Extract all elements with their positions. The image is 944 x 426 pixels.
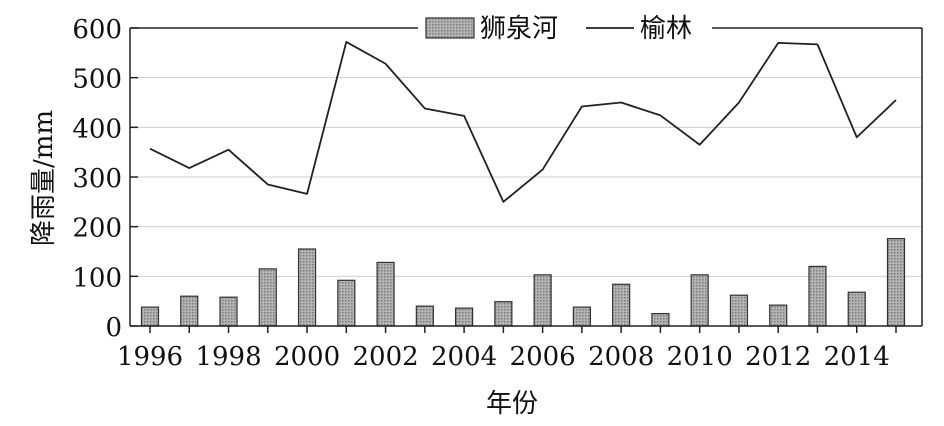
y-tick-label: 500 [72,65,122,95]
bar-series [140,237,906,327]
bar-shiquanhe [140,306,160,327]
y-axis-label: 降雨量/mm [29,110,59,246]
bar-shiquanhe [651,312,670,327]
bar-shiquanhe [847,291,866,327]
x-tick-label: 1998 [195,342,261,372]
line-yulin [149,41,897,203]
x-tick-label: 1996 [117,342,183,372]
bar-shiquanhe [494,301,513,327]
x-tick-label: 2006 [510,342,576,372]
legend-label-shiquanhe: 狮泉河 [480,14,558,44]
bar-shiquanhe [808,265,827,327]
axes: 0 100 200 300 400 500 600 1996 1998 2000 2002 2004 2… [72,15,923,372]
bar-shiquanhe [769,304,788,327]
y-tick-label: 400 [72,114,122,144]
bar-shiquanhe [297,248,317,327]
bar-shiquanhe [690,274,709,327]
x-tick-label: 2000 [274,342,340,372]
x-axis-label: 年份 [486,389,538,419]
y-tick-label: 0 [105,313,122,343]
x-tick-label: 2010 [667,342,733,372]
grid-lines [130,77,922,277]
x-tick-label: 2002 [352,342,418,372]
bar-shiquanhe [337,279,356,327]
y-tick-label: 200 [72,214,122,244]
y-tick-label: 100 [72,263,122,293]
legend-swatch-shiquanhe [425,17,475,39]
x-tick-label: 2012 [745,342,811,372]
bar-shiquanhe [219,296,238,327]
bar-shiquanhe [415,305,434,327]
legend: 狮泉河 榆林 [425,14,692,44]
legend-label-yulin: 榆林 [640,14,692,44]
x-tick-label: 2014 [824,342,890,372]
bar-shiquanhe [376,261,395,327]
y-tick-label: 600 [72,15,122,45]
bar-shiquanhe [258,268,277,327]
bar-shiquanhe [612,283,631,327]
bar-shiquanhe [180,295,199,327]
bar-shiquanhe [886,237,906,327]
y-tick-label: 300 [72,164,122,194]
x-tick-label: 2004 [431,342,497,372]
bar-shiquanhe [455,307,474,327]
x-tick-label: 2008 [588,342,654,372]
bar-shiquanhe [533,274,552,327]
line-series [149,41,897,203]
bar-shiquanhe [572,306,591,327]
bar-shiquanhe [729,294,749,327]
